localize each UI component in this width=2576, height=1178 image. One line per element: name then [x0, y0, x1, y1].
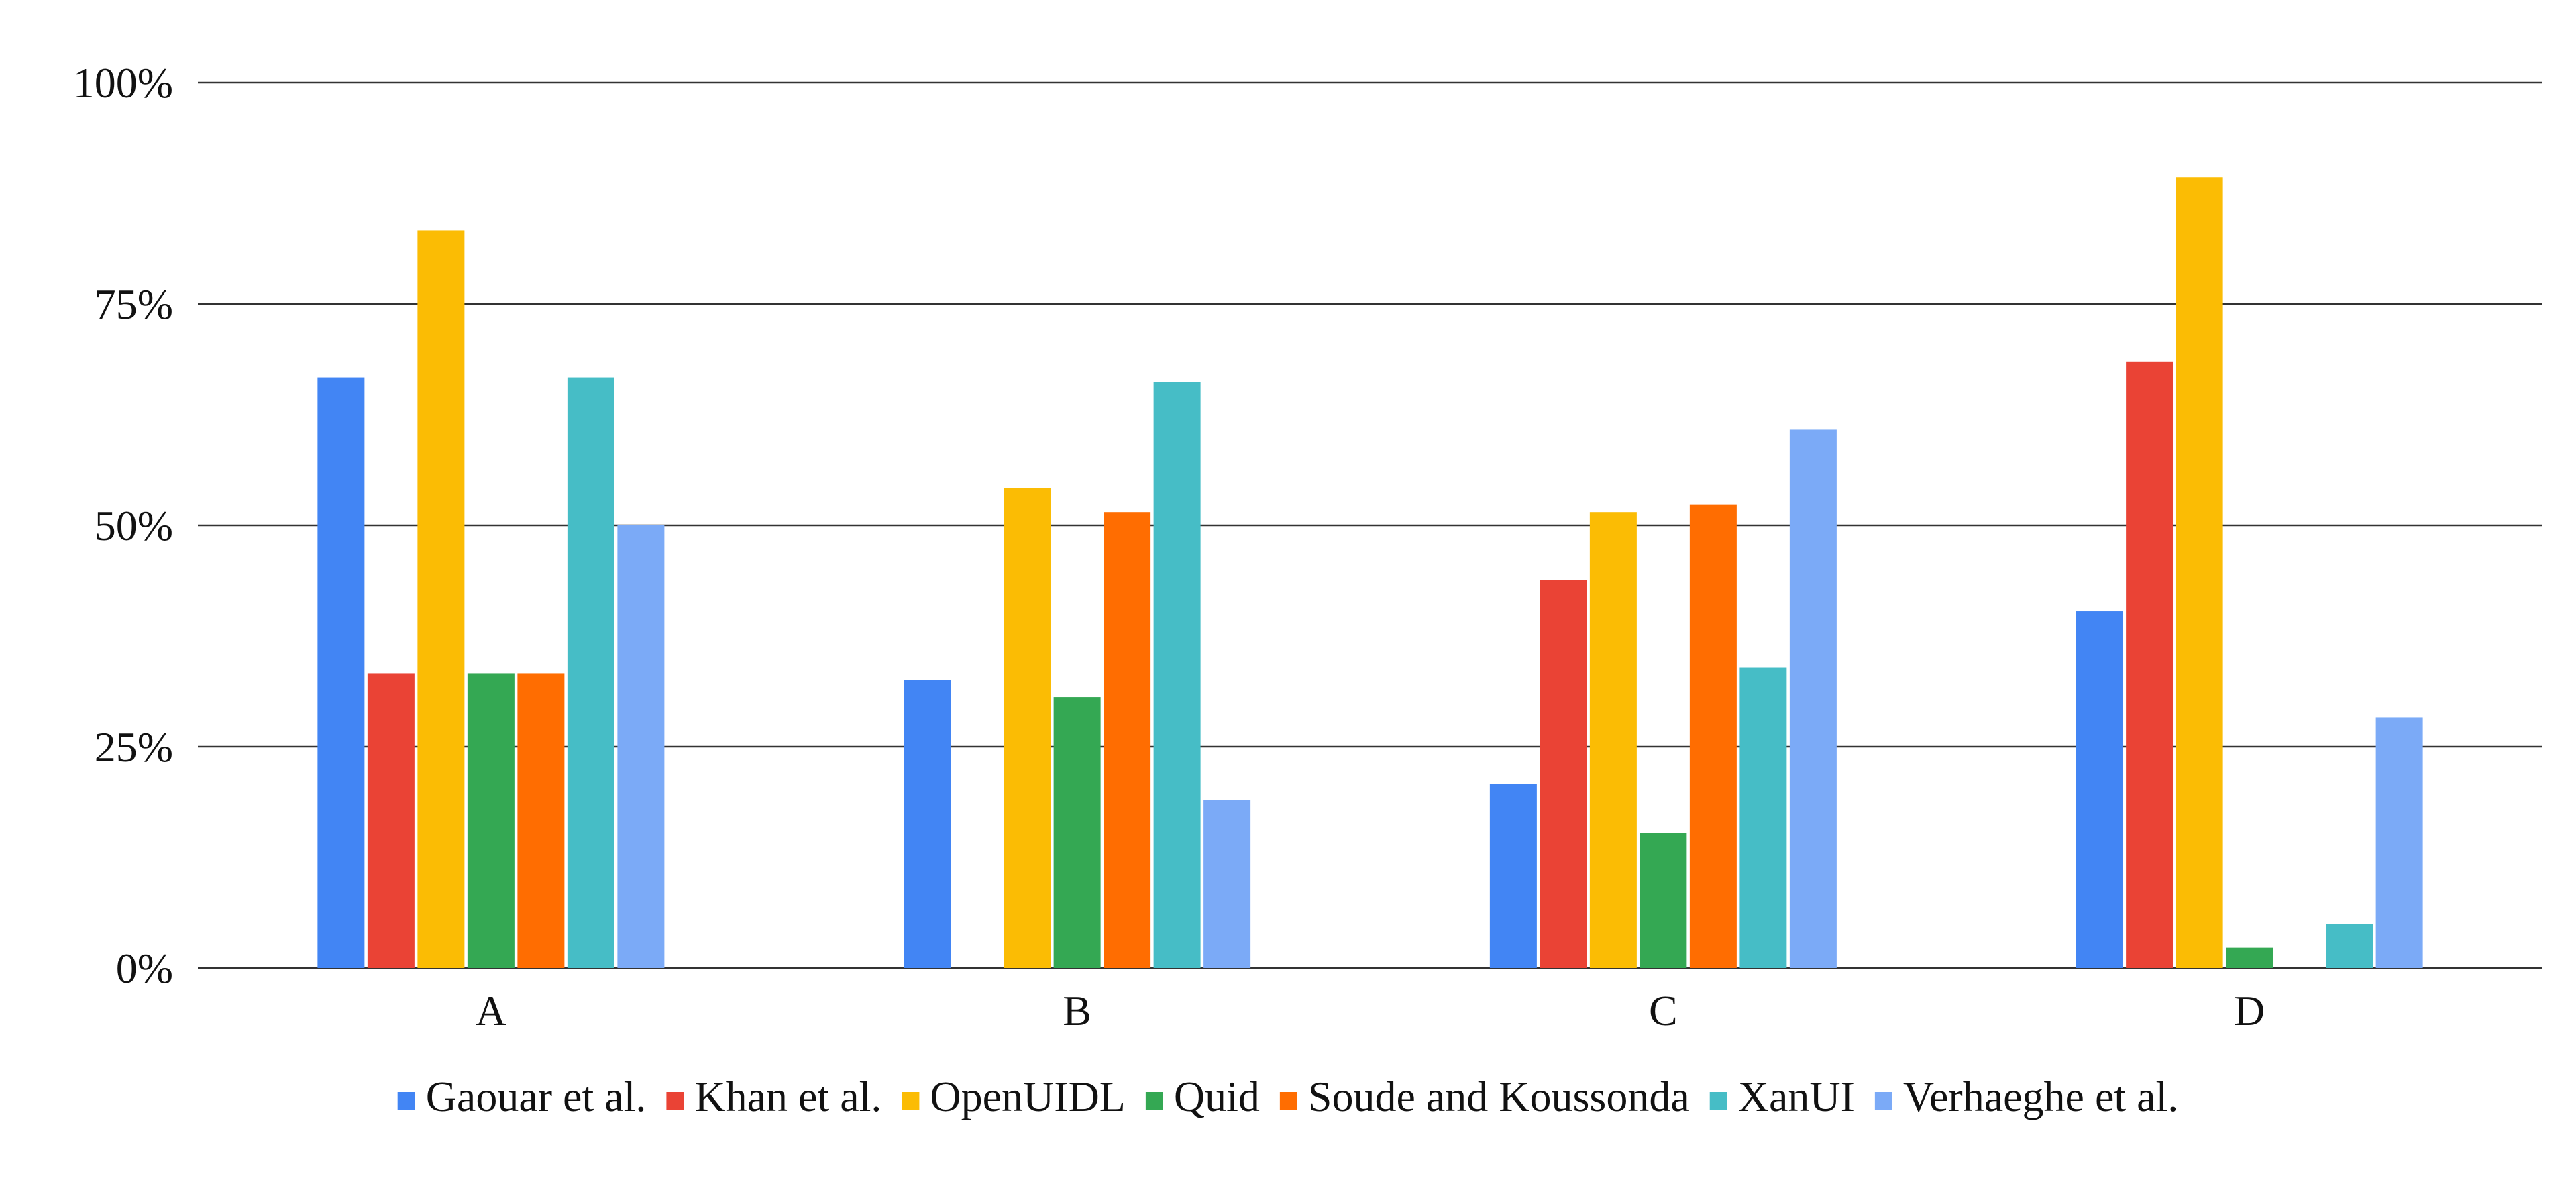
legend-label: OpenUIDL [930, 1073, 1125, 1120]
bar-B-verhaeghe-et-al- [1203, 800, 1251, 968]
axis-layer: 0% 25% 50% 75% 100% A B C D [73, 59, 2265, 1034]
legend-item: Verhaeghe et al. [1874, 1073, 2178, 1120]
bar-C-xanui [1739, 667, 1787, 968]
legend-swatch [666, 1092, 684, 1110]
legend-swatch [1279, 1092, 1297, 1110]
legend-label: Verhaeghe et al. [1903, 1073, 2178, 1120]
x-tick-label: A [476, 987, 506, 1034]
bar-B-gaouar-et-al- [904, 680, 951, 968]
bar-D-khan-et-al- [2126, 361, 2174, 968]
legend-swatch [1709, 1092, 1727, 1110]
bar-A-openuidl [417, 230, 465, 969]
x-tick-label: C [1649, 987, 1678, 1034]
x-tick-label: B [1063, 987, 1091, 1034]
legend: Gaouar et al. Khan et al. OpenUIDL Quid Soud… [397, 1073, 2178, 1120]
legend-label: Gaouar et al. [426, 1073, 647, 1120]
legend-swatch [1874, 1092, 1892, 1110]
legend-item: Gaouar et al. [397, 1073, 647, 1120]
bar-layer [317, 177, 2423, 969]
bar-C-openuidl [1589, 512, 1637, 968]
bar-D-gaouar-et-al- [2076, 611, 2123, 968]
legend-item: Quid [1145, 1073, 1260, 1120]
bar-C-khan-et-al- [1540, 580, 1587, 968]
bar-C-verhaeghe-et-al- [1789, 429, 1837, 968]
y-tick-label: 25% [95, 723, 173, 771]
bar-D-verhaeghe-et-al- [2375, 717, 2423, 968]
bar-B-xanui [1153, 382, 1201, 968]
bar-B-soude-and-koussonda [1104, 512, 1151, 968]
bar-A-quid [467, 673, 515, 968]
bar-A-gaouar-et-al- [317, 377, 365, 968]
legend-label: Quid [1174, 1073, 1260, 1120]
legend-item: Khan et al. [666, 1073, 881, 1120]
bar-D-xanui [2326, 924, 2373, 968]
bar-D-quid [2226, 947, 2273, 968]
legend-swatch [397, 1092, 415, 1110]
bar-C-soude-and-koussonda [1689, 504, 1737, 968]
bar-C-gaouar-et-al- [1489, 784, 1537, 968]
bar-A-verhaeghe-et-al- [617, 525, 665, 968]
legend-swatch [1145, 1092, 1163, 1110]
legend-swatch [902, 1092, 920, 1110]
y-tick-label: 75% [95, 280, 173, 328]
bar-C-quid [1640, 833, 1687, 968]
y-tick-label: 100% [73, 59, 173, 107]
bar-B-quid [1053, 697, 1101, 968]
bar-A-soude-and-koussonda [517, 673, 565, 968]
bar-B-openuidl [1004, 488, 1051, 968]
legend-item: OpenUIDL [902, 1073, 1126, 1120]
bar-D-openuidl [2176, 177, 2223, 968]
bar-A-khan-et-al- [367, 673, 415, 968]
bar-A-xanui [567, 377, 614, 968]
y-tick-label: 0% [116, 945, 173, 992]
legend-item: XanUI [1709, 1073, 1855, 1120]
x-tick-label: D [2234, 987, 2265, 1034]
legend-label: XanUI [1738, 1073, 1855, 1120]
legend-item: Soude and Koussonda [1279, 1073, 1690, 1120]
y-tick-label: 50% [95, 502, 173, 549]
legend-label: Soude and Koussonda [1308, 1073, 1690, 1120]
legend-label: Khan et al. [694, 1073, 881, 1120]
